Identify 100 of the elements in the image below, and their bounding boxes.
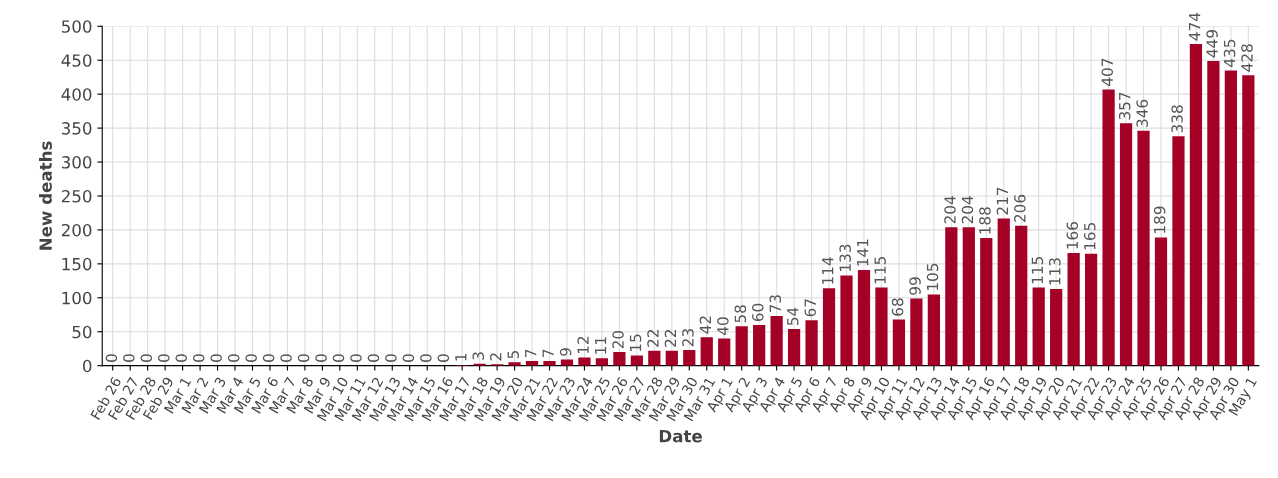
bar (770, 316, 783, 366)
data-label: 23 (682, 329, 694, 347)
bar (1015, 225, 1028, 366)
y-tick-label: 350 (61, 122, 92, 135)
data-label: 0 (332, 354, 345, 362)
data-label: 22 (664, 330, 677, 347)
data-label: 166 (1066, 222, 1079, 249)
data-label: 0 (123, 354, 135, 362)
data-label: 1 (455, 353, 467, 361)
data-label: 0 (175, 354, 188, 362)
bar (1119, 123, 1133, 366)
bar (822, 288, 836, 366)
bar (1189, 43, 1203, 366)
bar (997, 218, 1010, 366)
bar (875, 287, 888, 366)
data-label: 0 (140, 354, 153, 362)
data-label: 0 (280, 354, 292, 362)
data-label: 188 (979, 207, 991, 234)
bar (945, 227, 958, 366)
data-label: 15 (629, 334, 642, 352)
data-label: 115 (874, 257, 886, 284)
data-label: 115 (1031, 257, 1044, 284)
bar (665, 350, 678, 366)
data-label: 204 (961, 196, 974, 224)
bar (1067, 253, 1080, 366)
bar (753, 324, 766, 366)
y-tick-label: 50 (72, 325, 92, 339)
data-label: 204 (944, 196, 956, 224)
data-label: 5 (507, 351, 519, 359)
data-label: 0 (158, 354, 170, 362)
y-axis-title: New deaths (39, 141, 52, 250)
bar (857, 269, 871, 366)
bar (1207, 60, 1220, 366)
bar (787, 329, 801, 366)
bar (1224, 70, 1237, 366)
bar (595, 358, 609, 366)
bar (1154, 237, 1168, 366)
y-tick-label: 500 (61, 20, 92, 33)
bar (840, 275, 853, 366)
data-label: 338 (1171, 105, 1183, 133)
data-label: 0 (262, 354, 275, 362)
data-label: 435 (1223, 39, 1236, 67)
data-label: 7 (542, 349, 554, 357)
data-label: 428 (1241, 44, 1253, 72)
data-label: 0 (245, 354, 257, 362)
data-label: 7 (525, 349, 537, 357)
data-label: 189 (1153, 206, 1166, 233)
data-label: 114 (822, 257, 834, 284)
data-label: 54 (787, 307, 799, 326)
y-tick-label: 400 (61, 88, 92, 101)
data-label: 357 (1118, 92, 1131, 120)
bar (508, 362, 521, 366)
bar (1102, 89, 1115, 366)
data-label: 449 (1206, 30, 1218, 58)
data-label: 0 (350, 354, 362, 362)
data-label: 407 (1101, 58, 1114, 86)
y-tick-label: 100 (62, 291, 92, 305)
data-label: 20 (612, 330, 624, 349)
bar (613, 352, 626, 366)
bar (648, 350, 661, 366)
bar (927, 294, 940, 366)
bar (962, 227, 975, 366)
bar (683, 350, 696, 366)
data-label: 12 (577, 336, 589, 354)
data-label: 58 (734, 305, 747, 323)
data-label: 0 (420, 354, 432, 362)
data-label: 113 (1049, 258, 1061, 285)
data-label: 67 (804, 299, 816, 317)
data-label: 2 (489, 353, 502, 361)
data-label: 141 (857, 239, 869, 266)
bar (718, 338, 731, 366)
y-tick-label: 450 (61, 54, 92, 67)
data-label: 0 (227, 354, 240, 362)
data-label: 0 (105, 354, 118, 362)
data-label: 73 (769, 295, 782, 313)
y-tick-label: 0 (83, 359, 92, 373)
bar (1084, 253, 1098, 366)
bar (1137, 130, 1150, 366)
y-tick-label: 250 (61, 189, 92, 203)
data-label: 0 (210, 354, 222, 362)
data-label: 68 (891, 298, 904, 316)
bar (735, 326, 748, 366)
x-axis-title: Date (659, 430, 702, 443)
bar (1032, 287, 1045, 366)
data-label: 0 (402, 354, 415, 362)
bar (578, 357, 591, 366)
data-label: 40 (717, 317, 729, 335)
bar (980, 238, 993, 366)
data-label: 0 (367, 354, 380, 362)
data-label: 133 (839, 244, 851, 271)
y-tick-label: 300 (61, 156, 92, 169)
data-label: 165 (1083, 223, 1096, 250)
data-label: 105 (926, 263, 939, 290)
bar (892, 319, 906, 366)
data-label: 0 (315, 354, 327, 362)
bar (543, 360, 556, 366)
bar (1050, 288, 1063, 366)
bar (1172, 136, 1185, 366)
data-label: 474 (1189, 12, 1201, 41)
data-label: 11 (594, 337, 607, 354)
